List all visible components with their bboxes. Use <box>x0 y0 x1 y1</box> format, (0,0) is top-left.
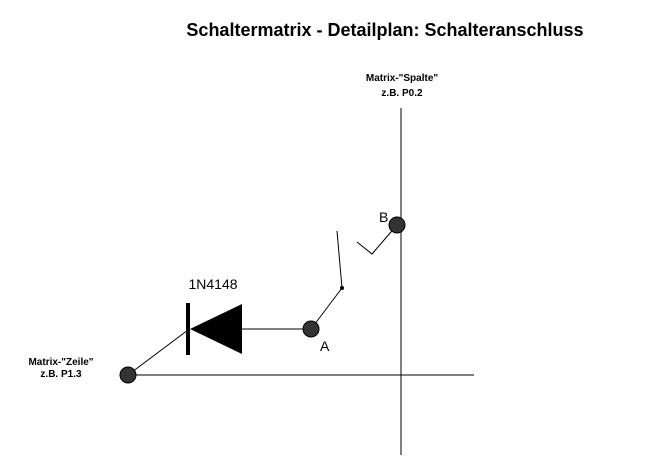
row-node <box>119 366 137 384</box>
switch-contact-line <box>336 230 343 289</box>
diode-cathode-bar <box>186 303 190 355</box>
column-label-port: z.B. P0.2 <box>381 88 423 99</box>
diode-label: 1N4148 <box>188 276 237 292</box>
column-label-name: Matrix-"Spalte" <box>366 73 439 84</box>
diode-symbol <box>190 304 242 354</box>
row-to-diode-wire <box>127 329 189 376</box>
node-b <box>388 216 406 234</box>
switch-lever <box>310 287 343 330</box>
row-label-name: Matrix-"Zeile" <box>28 357 93 368</box>
row-label-port: z.B. P1.3 <box>40 369 82 380</box>
node-a-label: A <box>320 338 330 354</box>
node-b-label: B <box>379 209 388 225</box>
diagram-title: Schaltermatrix - Detailplan: Schalterans… <box>186 20 583 40</box>
node-a <box>302 320 320 338</box>
switch-contact-bracket <box>356 224 398 255</box>
